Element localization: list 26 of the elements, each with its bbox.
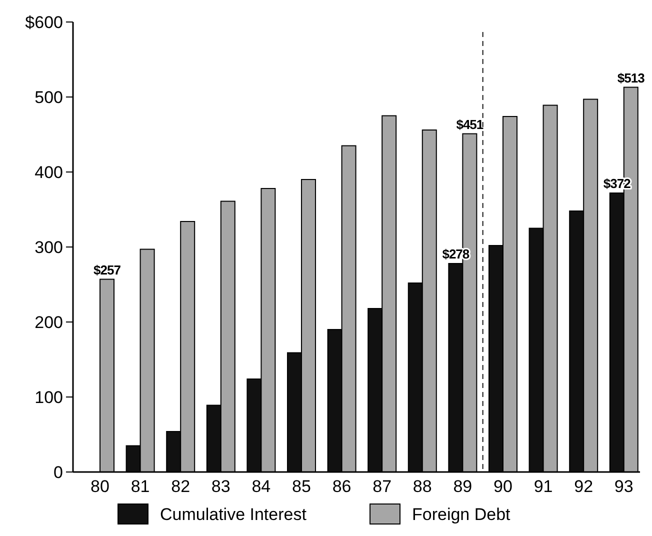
y-tick-label: 500 [34,88,63,107]
x-tick-label: 92 [574,477,594,496]
x-tick-label: 85 [292,477,311,496]
x-tick-label: 81 [130,477,150,496]
y-tick-label: $600 [25,12,63,32]
x-tick-label: 83 [211,477,230,496]
x-tick-label: 80 [90,477,110,496]
x-tick-label: 93 [614,477,634,496]
data-label: $451 [456,116,484,132]
data-label: $257 [94,262,121,278]
y-tick-label: 300 [34,238,63,257]
x-tick-label: 86 [332,477,352,496]
x-tick-label: 87 [372,477,392,496]
x-tick-label: 88 [412,477,432,496]
y-tick-label: 400 [34,162,63,182]
legend-label: Foreign Debt [412,504,511,524]
x-tick-label: 90 [494,477,512,496]
legend-label: Cumulative Interest [160,504,307,524]
data-label: $513 [617,70,645,86]
x-tick-label: 84 [252,477,271,496]
y-tick-label: 100 [34,388,63,407]
y-tick-label: 0 [54,462,63,482]
x-tick-label: 91 [534,477,553,496]
x-tick-label: 82 [171,477,190,496]
y-tick-label: 200 [34,312,63,332]
x-tick-label: 89 [453,477,472,496]
